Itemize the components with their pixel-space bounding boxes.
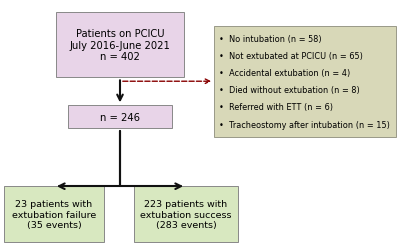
Text: •  Not extubated at PCICU (n = 65): • Not extubated at PCICU (n = 65)	[219, 52, 363, 61]
FancyBboxPatch shape	[4, 186, 104, 242]
Text: •  Died without extubation (n = 8): • Died without extubation (n = 8)	[219, 86, 360, 95]
FancyBboxPatch shape	[56, 13, 184, 78]
FancyBboxPatch shape	[214, 26, 396, 137]
Text: •  Accidental extubation (n = 4): • Accidental extubation (n = 4)	[219, 69, 350, 78]
FancyBboxPatch shape	[134, 186, 238, 242]
FancyBboxPatch shape	[68, 106, 172, 129]
Text: •  No intubation (n = 58): • No intubation (n = 58)	[219, 35, 322, 44]
Text: Patients on PCICU
July 2016-June 2021
n = 402: Patients on PCICU July 2016-June 2021 n …	[70, 29, 170, 62]
Text: •  Tracheostomy after intubation (n = 15): • Tracheostomy after intubation (n = 15)	[219, 120, 390, 129]
Text: •  Referred with ETT (n = 6): • Referred with ETT (n = 6)	[219, 103, 333, 112]
Text: 23 patients with
extubation failure
(35 events): 23 patients with extubation failure (35 …	[12, 199, 96, 229]
Text: 223 patients with
extubation success
(283 events): 223 patients with extubation success (28…	[140, 199, 232, 229]
Text: n = 246: n = 246	[100, 112, 140, 122]
